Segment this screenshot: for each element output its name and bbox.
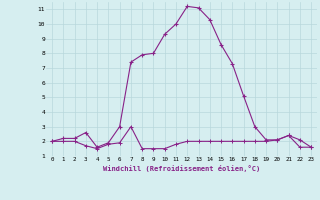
X-axis label: Windchill (Refroidissement éolien,°C): Windchill (Refroidissement éolien,°C) (103, 165, 260, 172)
